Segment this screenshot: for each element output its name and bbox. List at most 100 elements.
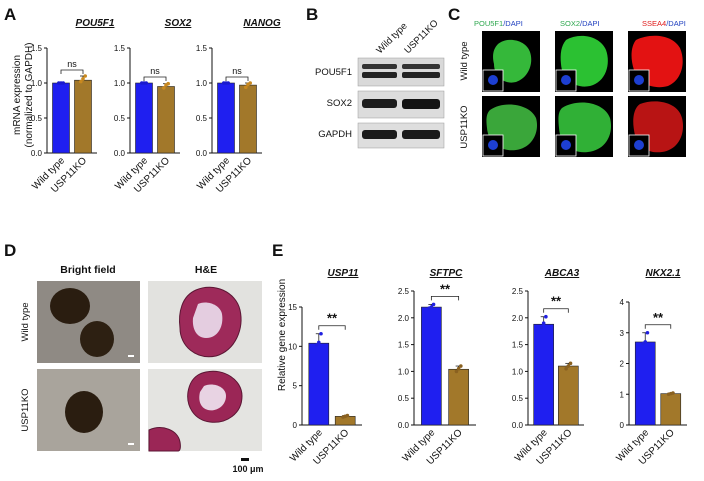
chart-title: POU5F1 (76, 18, 115, 29)
data-point (345, 413, 350, 418)
bar-usp11ko (558, 365, 579, 426)
panel-c-letter: C (448, 5, 460, 24)
data-point (248, 81, 252, 85)
panel-a-ylabel-2: (normalized to GAPDH) (24, 42, 35, 147)
y-tick-label: 2 (620, 360, 625, 369)
data-point (454, 369, 459, 374)
y-tick-label: 1.5 (114, 44, 126, 53)
y-tick-label: 2.0 (398, 314, 410, 323)
bar-wildtype (52, 82, 70, 154)
if-header-ssea4-marker: SSEA4/DAPI (642, 19, 686, 28)
y-tick-label: 2.5 (512, 287, 524, 296)
organoid-wt-2 (80, 321, 114, 357)
data-point (317, 340, 321, 345)
y-tick-label: 2.0 (512, 314, 524, 323)
y-tick-label: 0 (620, 421, 625, 430)
band-pou5f1-ko-upper (402, 64, 440, 69)
significance-bracket (318, 325, 346, 330)
if-inset-dapi-wt-ssea4 (634, 75, 644, 85)
y-tick-label: 3 (620, 329, 625, 338)
blot-label-gapdh: GAPDH (318, 129, 352, 140)
he-lumen-ko-1 (199, 384, 226, 411)
panel-c-immunofluorescence: POU5F1/DAPI SOX2/DAPI SSEA4/DAPI Wild ty… (459, 19, 686, 157)
y-tick-label: 0.5 (114, 114, 126, 123)
significance-label: ns (67, 59, 77, 69)
histology-header-he: H&E (195, 264, 217, 276)
data-point (541, 321, 546, 325)
data-point (81, 77, 85, 81)
data-point (456, 366, 461, 371)
y-tick-label: 1.5 (398, 341, 410, 350)
data-point (539, 325, 544, 330)
significance-bracket (60, 69, 84, 74)
y-tick-label: 0.0 (114, 149, 126, 158)
band-sox2-wt (362, 99, 397, 108)
y-tick-label: 0.5 (196, 114, 208, 123)
y-tick-label: 0.0 (512, 421, 524, 430)
if-row-label-wildtype: Wild type (459, 41, 470, 80)
data-point (568, 361, 573, 366)
panel-d-letter: D (4, 241, 16, 260)
y-tick-label: 0.5 (31, 114, 43, 123)
if-header-sox2-marker: SOX2/DAPI (560, 19, 600, 28)
brightfield-scalebar-ko (128, 443, 134, 445)
data-point (79, 79, 83, 84)
histology-row-label-wildtype: Wild type (20, 302, 31, 341)
data-point (244, 85, 248, 89)
y-tick-label: 1 (620, 390, 625, 399)
bar-usp11ko (448, 368, 469, 426)
data-point (319, 331, 323, 336)
significance-label: ** (440, 281, 451, 296)
y-tick-label: 15 (288, 303, 297, 312)
y-tick-label: 0.0 (398, 421, 410, 430)
if-inset-dapi-wt-pou5f1 (488, 75, 498, 85)
y-tick-label: 1.0 (398, 367, 410, 376)
y-tick-label: 0.5 (512, 394, 524, 403)
panel-b-blot: Wild type USP11KO POU5F1 SOX2 GAPDH (315, 18, 445, 149)
if-inset-dapi-ko-pou5f1 (488, 140, 498, 150)
data-point (166, 81, 170, 86)
blot-label-sox2: SOX2 (327, 98, 352, 109)
y-tick-label: 10 (288, 342, 297, 351)
y-tick-label: 1.5 (31, 44, 43, 53)
y-tick-label: 1.0 (196, 79, 208, 88)
he-lumen-wt (192, 302, 223, 338)
data-point (643, 340, 648, 344)
he-section-ko-2 (148, 427, 181, 452)
bar-usp11ko (157, 86, 175, 154)
data-point (226, 81, 230, 85)
y-tick-label: 2.5 (398, 287, 410, 296)
y-tick-label: 1.0 (31, 79, 43, 88)
significance-label: ns (232, 66, 242, 76)
y-tick-label: 4 (620, 298, 625, 307)
blot-label-pou5f1: POU5F1 (315, 67, 352, 78)
y-tick-label: 1.0 (512, 367, 524, 376)
significance-bracket (430, 296, 460, 301)
significance-label: ** (653, 310, 664, 325)
bar-usp11ko (660, 393, 682, 426)
bar-usp11ko (239, 84, 257, 154)
band-pou5f1-wt-lower (362, 72, 397, 78)
panel-e-ylabel: Relative gene expression (277, 279, 288, 391)
band-gapdh-ko (402, 130, 440, 139)
data-point (564, 366, 568, 371)
significance-label: ** (551, 294, 562, 309)
significance-bracket (543, 308, 569, 313)
panel-b-letter: B (306, 5, 318, 24)
data-point (429, 305, 434, 309)
bar-usp11ko (74, 79, 92, 154)
y-tick-label: 5 (293, 382, 298, 391)
blot-lane-usp11ko: USP11KO (402, 18, 440, 56)
data-point (645, 330, 650, 335)
data-point (162, 86, 166, 90)
